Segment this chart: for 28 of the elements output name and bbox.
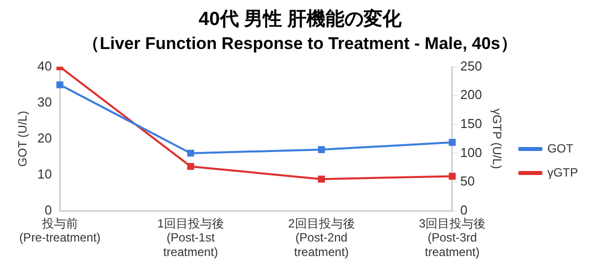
y2-tick-label: 200 [460, 87, 482, 102]
y-tick-label: 30 [37, 94, 52, 110]
chart-title: 40代 男性 肝機能の変化 [198, 8, 402, 32]
point [448, 138, 456, 146]
y-tick-label: 20 [37, 130, 52, 146]
chart-subtitle: （Liver Function Response to Treatment - Male, 40s） [82, 33, 518, 55]
point [187, 162, 194, 170]
y-tick-label: 0 [44, 202, 52, 218]
point [318, 176, 325, 183]
y2-tick-label: 100 [460, 144, 482, 160]
y2-axis-title: γGTP (U/L) [490, 108, 504, 170]
y2-tick-label: 50 [460, 174, 475, 189]
x-tick-label: 1回目投与後 (Post-1st treatment) [157, 216, 224, 260]
x-tick-label: 投与前 (Pre-treatment) [19, 216, 101, 245]
y-tick-label: 10 [37, 166, 52, 182]
y2-tick-label: 250 [460, 58, 482, 74]
y2-tick-label: 150 [460, 116, 482, 131]
y-axis-title: GOT (U/L) [16, 110, 30, 167]
point [318, 146, 325, 154]
point [187, 150, 194, 157]
point [448, 172, 456, 180]
legend-label: γGTP [547, 165, 578, 180]
x-tick-label: 3回目投与後 (Post-3rd treatment) [418, 216, 486, 260]
x-tick-label: 2回目投与後 (Post-2nd treatment) [288, 216, 355, 260]
y2-tick-label: 0 [460, 202, 468, 218]
legend-label: GOT [547, 141, 574, 156]
point [56, 81, 64, 88]
y-tick-label: 40 [37, 58, 52, 74]
